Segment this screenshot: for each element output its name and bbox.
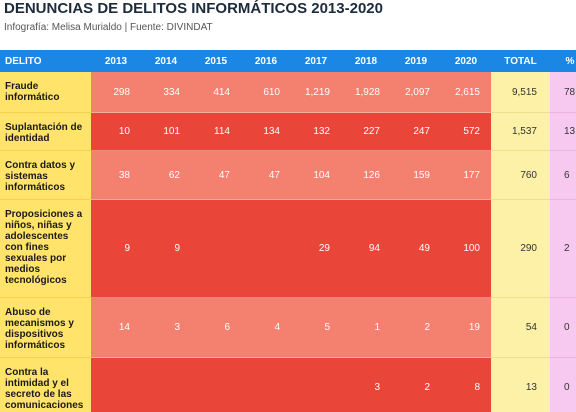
row-label: Contra datos y sistemas informáticos [0,151,91,200]
column-header: DELITO [0,50,91,72]
column-header: 2015 [191,50,241,72]
column-header: TOTAL [491,50,550,72]
cell [241,200,291,298]
cell [241,358,291,412]
cell: 3 [141,298,191,358]
cell: 247 [391,113,441,151]
cell [191,200,241,298]
cell: 227 [341,113,391,151]
total-cell: 13 [491,358,550,412]
cell: 101 [141,113,191,151]
percent-cell: 13 [550,113,576,151]
total-cell: 760 [491,151,550,200]
total-cell: 290 [491,200,550,298]
cell: 2,615 [441,72,491,113]
column-header: 2020 [441,50,491,72]
cell: 47 [241,151,291,200]
percent-cell: 6 [550,151,576,200]
cell: 1,219 [291,72,341,113]
column-header: 2018 [341,50,391,72]
cell: 10 [91,113,141,151]
cell: 159 [391,151,441,200]
cell: 5 [291,298,341,358]
total-cell: 1,537 [491,113,550,151]
cell: 3 [341,358,391,412]
cell: 610 [241,72,291,113]
cell: 8 [441,358,491,412]
cell: 134 [241,113,291,151]
cell: 126 [341,151,391,200]
cell: 62 [141,151,191,200]
cell: 177 [441,151,491,200]
cell: 2 [391,358,441,412]
row-label: Fraude informático [0,72,91,113]
cell: 6 [191,298,241,358]
column-header: 2017 [291,50,341,72]
cell: 132 [291,113,341,151]
cell: 1 [341,298,391,358]
cell: 19 [441,298,491,358]
cell: 2 [391,298,441,358]
row-label: Abuso de mecanismos y dispositivos infor… [0,298,91,358]
cell: 47 [191,151,241,200]
row-label: Suplantación de identidad [0,113,91,151]
cell [91,358,141,412]
cell: 1,928 [341,72,391,113]
percent-cell: 78 [550,72,576,113]
cell: 334 [141,72,191,113]
title: DENUNCIAS DE DELITOS INFORMÁTICOS 2013-2… [4,0,383,17]
cell: 104 [291,151,341,200]
cell: 298 [91,72,141,113]
subtitle: Infografía: Melisa Murialdo | Fuente: DI… [4,22,213,33]
row-label: Contra la intimidad y el secreto de las … [0,358,91,412]
cell [291,358,341,412]
cell: 49 [391,200,441,298]
column-header: 2019 [391,50,441,72]
cell [191,358,241,412]
total-cell: 54 [491,298,550,358]
cell [141,358,191,412]
percent-cell: 0 [550,358,576,412]
cell: 572 [441,113,491,151]
cell: 14 [91,298,141,358]
cell: 2,097 [391,72,441,113]
percent-cell: 2 [550,200,576,298]
cell: 414 [191,72,241,113]
cell: 9 [141,200,191,298]
column-header: 2014 [141,50,191,72]
cell: 114 [191,113,241,151]
row-label: Proposiciones a niños, niñas y adolescen… [0,200,91,298]
column-header: 2016 [241,50,291,72]
cell: 38 [91,151,141,200]
cell: 9 [91,200,141,298]
total-cell: 9,515 [491,72,550,113]
cell: 29 [291,200,341,298]
percent-cell: 0 [550,298,576,358]
column-header: % [550,50,576,72]
cell: 100 [441,200,491,298]
cell: 4 [241,298,291,358]
cell: 94 [341,200,391,298]
column-header: 2013 [91,50,141,72]
